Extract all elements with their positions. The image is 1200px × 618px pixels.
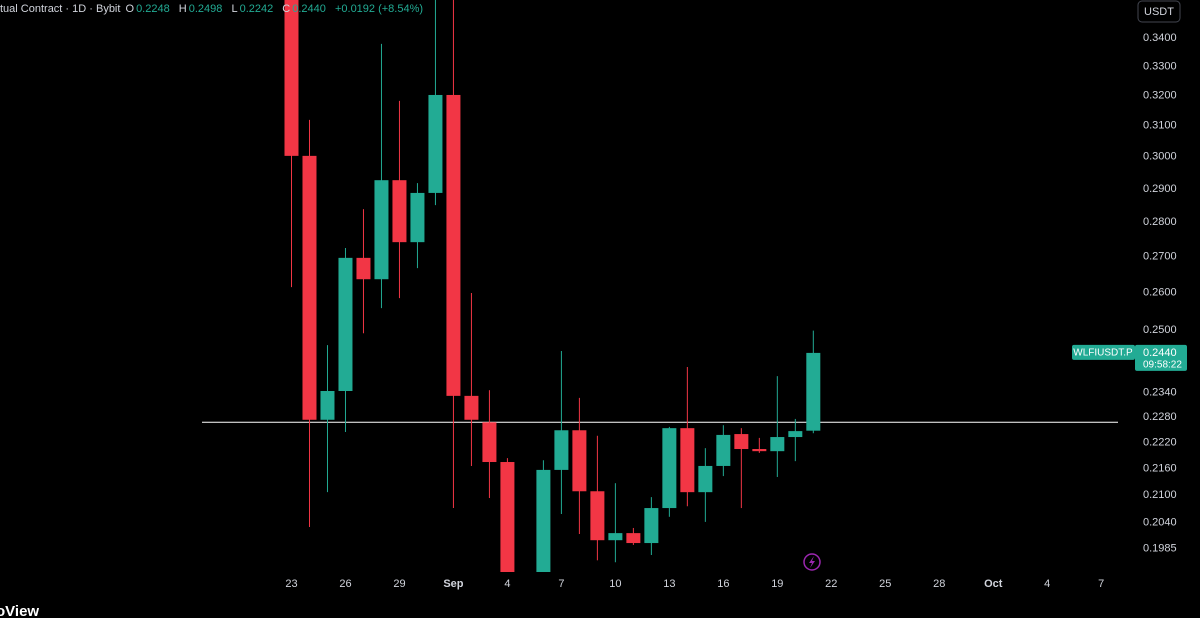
currency-box[interactable] [1137, 0, 1181, 23]
x-tick-label: 29 [393, 578, 405, 590]
candle-body [536, 469, 551, 572]
x-tick-label: 10 [609, 578, 621, 590]
x-tick-label: 19 [771, 578, 783, 590]
symbol-info: tual Contract · 1D · Bybit [0, 3, 121, 15]
x-tick-label: 28 [933, 578, 945, 590]
candle-body [788, 431, 803, 438]
brand: oView [0, 603, 39, 618]
x-tick-label: Sep [443, 578, 463, 590]
y-tick-label: 0.2600 [1143, 287, 1177, 299]
open-label: O [125, 3, 135, 15]
candle-body [662, 428, 677, 509]
price-box [1135, 344, 1187, 371]
legend: tual Contract · 1D · Bybit O 0.2248 H 0.24… [0, 3, 429, 15]
y-tick-label: 0.2280 [1143, 411, 1177, 423]
y-tick-label: 0.2700 [1143, 251, 1177, 263]
y-tick-label: 0.3300 [1143, 60, 1177, 72]
y-tick-label: 0.3000 [1143, 151, 1177, 163]
change: +0.0192 (+8.54%) [334, 3, 424, 15]
low-label: L [231, 3, 238, 15]
symbol-label: WLFIUSDT.P [1073, 348, 1133, 359]
x-tick-label: 7 [1098, 578, 1104, 590]
candle-body [734, 434, 749, 450]
y-tick-label: 0.3100 [1143, 120, 1177, 132]
candle-body [806, 352, 821, 431]
candle-body [464, 395, 479, 420]
candle-body [608, 533, 623, 541]
y-tick-label: 0.2160 [1143, 462, 1177, 474]
candle-body [338, 257, 353, 391]
candle-body [770, 437, 785, 452]
y-tick-label: 0.2040 [1143, 517, 1177, 529]
candle-body [572, 430, 587, 492]
x-tick-label: 16 [717, 578, 729, 590]
candle-body [392, 180, 407, 243]
candle-body [482, 422, 497, 463]
plot-area [202, 0, 1118, 572]
x-tick-label: 25 [879, 578, 891, 590]
x-tick-label: 4 [1044, 578, 1050, 590]
high-value: 0.2498 [188, 3, 223, 15]
y-tick-label: 0.3200 [1143, 89, 1177, 101]
y-tick-label: 0.1985 [1143, 543, 1177, 555]
candle-body [698, 465, 713, 493]
currency[interactable]: USDT [1144, 6, 1174, 18]
x-tick-label: Oct [984, 578, 1003, 590]
candle-body [554, 430, 569, 470]
candle-body [752, 449, 767, 452]
candle-body [374, 180, 389, 280]
y-tick-label: 0.3400 [1143, 32, 1177, 44]
candle-body [590, 491, 605, 541]
x-tick-label: 22 [825, 578, 837, 590]
candle-body [284, 0, 299, 156]
y-tick-label: 0.2220 [1143, 436, 1177, 448]
close-label: C [282, 3, 291, 15]
candle-body [716, 434, 731, 466]
y-tick-label: 0.2800 [1143, 216, 1177, 228]
candle-body [500, 462, 515, 572]
symbol-box [1072, 344, 1135, 360]
y-tick-label: 0.2900 [1143, 183, 1177, 195]
candle-body [410, 192, 425, 243]
candle-body [356, 257, 371, 280]
x-tick-label: 13 [663, 578, 675, 590]
x-tick-label: 23 [285, 578, 297, 590]
countdown: 09:58:22 [1143, 360, 1182, 371]
x-tick-label: 4 [504, 578, 510, 590]
y-tick-label: 0.2100 [1143, 489, 1177, 501]
candle-body [680, 428, 695, 493]
x-tick-label: 26 [339, 578, 351, 590]
x-tick-label: 7 [558, 578, 564, 590]
high-label: H [178, 3, 187, 15]
y-tick-label: 0.2340 [1143, 387, 1177, 399]
price-label: 0.2440 [1143, 347, 1177, 359]
candle-body [626, 533, 641, 544]
close-value: 0.2440 [292, 3, 326, 15]
low-value: 0.2242 [239, 3, 274, 15]
y-tick-label: 0.2500 [1143, 324, 1177, 336]
candle-body [302, 155, 317, 420]
open-value: 0.2248 [136, 3, 170, 15]
event-icon[interactable] [803, 553, 821, 571]
candle-body [320, 390, 335, 420]
event-bolt [809, 556, 815, 568]
candle-body [446, 94, 461, 396]
candle-body [428, 94, 443, 193]
candle-body [644, 508, 659, 544]
